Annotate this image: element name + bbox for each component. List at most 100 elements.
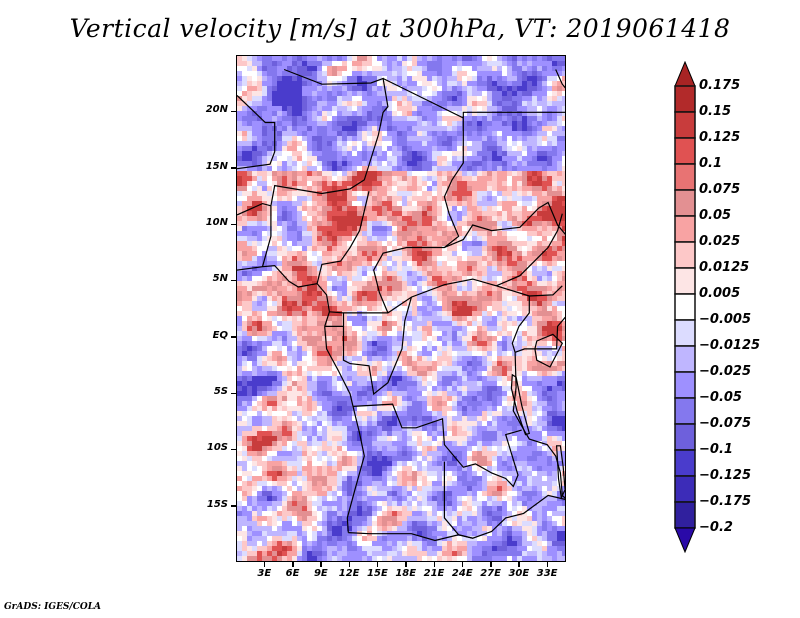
footer-credit: GrADS: IGES/COLA — [4, 602, 102, 612]
colorbar-label: 0.025 — [699, 234, 741, 249]
lat-tick — [231, 110, 236, 113]
country-border — [346, 406, 365, 533]
country-border — [270, 68, 389, 206]
chart-title: Vertical velocity [m/s] at 300hPa, VT: 2… — [69, 14, 731, 43]
lat-tick — [231, 505, 236, 507]
lon-tick — [320, 562, 322, 567]
lon-tick — [263, 562, 266, 567]
country-border — [514, 316, 565, 353]
colorbar-segment — [674, 475, 696, 503]
lat-tick-label: 15N — [205, 160, 228, 172]
colorbar-segment — [674, 449, 696, 477]
country-border — [352, 403, 522, 488]
lat-tick — [231, 336, 236, 338]
lon-tick-label: 15E — [367, 568, 388, 579]
country-border — [324, 311, 345, 327]
lon-tick — [292, 562, 294, 567]
colorbar-label: 0.0125 — [699, 260, 750, 275]
country-border — [511, 285, 563, 353]
lon-tick — [433, 562, 435, 567]
lat-tick-label: 20N — [205, 104, 228, 116]
colorbar-segment — [674, 293, 696, 321]
colorbar-segment — [674, 319, 696, 347]
colorbar-graphic — [674, 61, 696, 553]
map-plot-area — [236, 55, 566, 562]
colorbar-segment — [674, 85, 696, 113]
country-border — [348, 494, 565, 542]
lon-tick — [490, 562, 492, 567]
lake-tanganyika-outline — [510, 373, 531, 436]
lon-tick-label: 3E — [257, 568, 272, 579]
country-border — [324, 326, 354, 407]
colorbar-segment — [674, 345, 696, 373]
colorbar-min-arrow — [674, 527, 696, 553]
lat-tick-label: 15S — [206, 498, 228, 510]
colorbar-segment — [674, 215, 696, 243]
colorbar-segment — [674, 423, 696, 451]
colorbar-label: 0.175 — [699, 78, 741, 93]
lon-tick-label: 6E — [285, 568, 300, 579]
lon-tick — [405, 562, 407, 567]
lon-tick-label: 24E — [451, 568, 473, 579]
lon-tick — [518, 562, 520, 567]
lat-tick — [231, 223, 236, 225]
country-border — [462, 111, 565, 118]
colorbar-label: −0.1 — [699, 442, 733, 457]
colorbar-segment — [674, 397, 696, 425]
colorbar-label: −0.05 — [699, 390, 742, 405]
country-border — [237, 94, 276, 170]
lon-tick-label: 9E — [313, 568, 328, 579]
colorbar-segment — [674, 163, 696, 191]
lat-tick-label: 5N — [212, 273, 228, 285]
lon-tick — [461, 562, 464, 567]
lat-tick — [231, 279, 236, 282]
lake-victoria-outline — [534, 333, 564, 368]
colorbar-label: 0.05 — [699, 208, 732, 223]
country-border — [444, 201, 565, 249]
colorbar-label: 0.075 — [699, 182, 741, 197]
lon-tick-label: 21E — [423, 568, 445, 579]
lat-tick — [231, 167, 236, 169]
colorbar-max-arrow — [674, 61, 696, 87]
country-border — [342, 296, 412, 396]
lon-tick-label: 12E — [338, 568, 360, 579]
colorbar-segment — [674, 371, 696, 399]
colorbar-segment — [674, 267, 696, 295]
lon-tick-label: 27E — [480, 568, 501, 579]
country-border — [316, 191, 370, 284]
lon-tick — [348, 562, 351, 567]
lat-tick-label: EQ — [212, 329, 228, 341]
country-border — [512, 352, 565, 499]
vertical-velocity-field — [237, 56, 565, 561]
colorbar-label: −0.005 — [699, 312, 752, 327]
country-border — [237, 264, 331, 327]
colorbar-segment — [674, 241, 696, 269]
colorbar-label: −0.0125 — [699, 338, 761, 353]
colorbar-label: −0.2 — [699, 520, 733, 535]
country-border — [373, 77, 464, 314]
colorbar-label: 0.125 — [699, 130, 741, 145]
colorbar-label: 0.1 — [699, 156, 723, 171]
lon-tick-label: 30E — [508, 568, 530, 579]
lon-tick — [376, 562, 379, 567]
colorbar-label: −0.175 — [699, 494, 752, 509]
lat-tick-label: 10N — [205, 217, 228, 228]
lat-tick-label: 10S — [206, 442, 228, 454]
lat-tick — [231, 392, 236, 394]
lon-tick-label: 18E — [395, 568, 417, 579]
colorbar-segment — [674, 137, 696, 165]
lat-tick — [231, 448, 236, 451]
country-border — [237, 202, 272, 267]
lake-malawi-outline — [555, 445, 565, 500]
colorbar-label: −0.125 — [699, 468, 752, 483]
colorbar-segment — [674, 501, 696, 529]
country-border — [555, 69, 565, 89]
colorbar-segment — [674, 111, 696, 139]
colorbar-label: 0.15 — [699, 104, 732, 119]
colorbar-label: 0.005 — [699, 286, 741, 301]
country-border — [496, 213, 563, 287]
lon-tick — [546, 562, 549, 567]
lon-tick-label: 33E — [536, 568, 558, 579]
colorbar-label: −0.075 — [699, 416, 752, 431]
colorbar-segment — [674, 189, 696, 217]
